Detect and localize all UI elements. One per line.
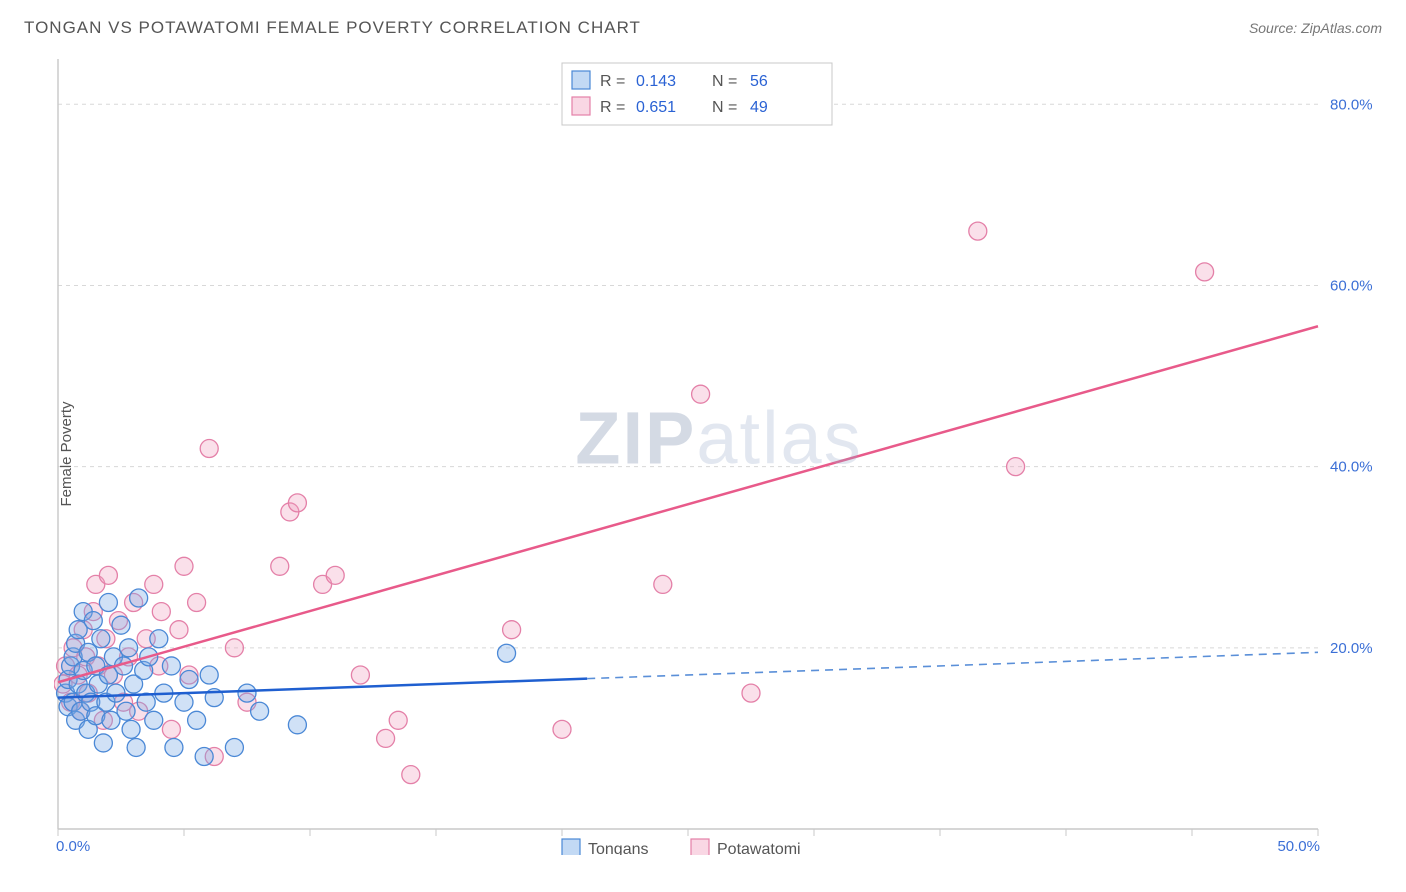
data-point — [175, 557, 193, 575]
series-swatch — [562, 839, 580, 855]
legend-n-label: N = — [712, 73, 737, 90]
legend-n-value: 49 — [750, 99, 768, 116]
data-point — [200, 440, 218, 458]
data-point — [112, 616, 130, 634]
data-point — [251, 702, 269, 720]
data-point — [377, 729, 395, 747]
chart-area: Female Poverty ZIPatlas 20.0%40.0%60.0%8… — [54, 55, 1384, 853]
series-swatch — [691, 839, 709, 855]
data-point — [238, 684, 256, 702]
y-tick-label: 80.0% — [1330, 96, 1373, 113]
legend-n-label: N = — [712, 99, 737, 116]
series-label: Tongans — [588, 841, 649, 855]
source-attribution: Source: ZipAtlas.com — [1249, 20, 1382, 36]
trend-line-potawatomi — [58, 326, 1318, 682]
data-point — [170, 621, 188, 639]
data-point — [654, 575, 672, 593]
data-point — [165, 738, 183, 756]
data-point — [225, 738, 243, 756]
data-point — [389, 711, 407, 729]
data-point — [94, 734, 112, 752]
data-point — [162, 657, 180, 675]
data-point — [200, 666, 218, 684]
scatter-chart: 20.0% 40.0% 60.0% 80.0% 0.0% 50.0% R = 0.143 N =… — [54, 55, 1384, 855]
data-point — [152, 603, 170, 621]
data-point — [175, 693, 193, 711]
data-point — [288, 716, 306, 734]
data-point — [162, 720, 180, 738]
source-name: ZipAtlas.com — [1301, 20, 1382, 36]
data-point — [1196, 263, 1214, 281]
data-point — [271, 557, 289, 575]
data-point — [1007, 458, 1025, 476]
y-tick-label: 40.0% — [1330, 459, 1373, 476]
legend-r-value: 0.651 — [636, 99, 676, 116]
data-point — [130, 589, 148, 607]
chart-header: TONGAN VS POTAWATOMI FEMALE POVERTY CORR… — [24, 18, 1382, 38]
series-label: Potawatomi — [717, 841, 801, 855]
data-point — [288, 494, 306, 512]
data-point — [692, 385, 710, 403]
legend-n-value: 56 — [750, 73, 768, 90]
data-point — [503, 621, 521, 639]
source-prefix: Source: — [1249, 20, 1301, 36]
trend-line-tongans-extrap — [587, 652, 1318, 678]
data-point — [92, 630, 110, 648]
data-point — [99, 566, 117, 584]
data-point — [99, 594, 117, 612]
data-point — [120, 639, 138, 657]
x-tick-label: 50.0% — [1277, 838, 1320, 855]
y-tick-label: 20.0% — [1330, 640, 1373, 657]
y-tick-label: 60.0% — [1330, 277, 1373, 294]
data-point — [351, 666, 369, 684]
data-point — [498, 644, 516, 662]
data-point — [107, 684, 125, 702]
data-point — [188, 594, 206, 612]
data-point — [145, 711, 163, 729]
legend-r-label: R = — [600, 73, 625, 90]
legend-r-label: R = — [600, 99, 625, 116]
data-point — [402, 766, 420, 784]
data-point — [127, 738, 145, 756]
data-point — [326, 566, 344, 584]
data-point — [195, 748, 213, 766]
y-axis-label: Female Poverty — [58, 401, 75, 506]
data-point — [84, 612, 102, 630]
data-point — [742, 684, 760, 702]
data-point — [180, 671, 198, 689]
data-point — [188, 711, 206, 729]
x-tick-label: 0.0% — [56, 838, 90, 855]
legend-r-value: 0.143 — [636, 73, 676, 90]
chart-title: TONGAN VS POTAWATOMI FEMALE POVERTY CORR… — [24, 18, 641, 38]
data-point — [145, 575, 163, 593]
data-point — [553, 720, 571, 738]
data-point — [969, 222, 987, 240]
data-point — [117, 702, 135, 720]
legend-swatch — [572, 71, 590, 89]
data-point — [122, 720, 140, 738]
data-point — [150, 630, 168, 648]
legend-swatch — [572, 97, 590, 115]
data-point — [225, 639, 243, 657]
